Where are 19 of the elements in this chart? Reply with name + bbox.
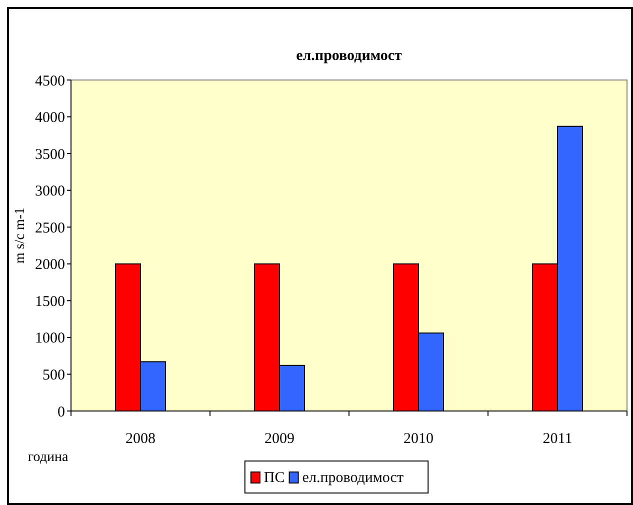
x-tick-label: 2010: [404, 431, 434, 447]
y-tick-label: 3000: [35, 184, 65, 200]
legend-label: ПС: [264, 470, 285, 486]
y-axis-title: m s/c m-1: [13, 208, 28, 264]
legend-label: ел.проводимост: [302, 470, 404, 486]
y-tick-label: 4000: [35, 110, 65, 126]
chart-title: ел.проводимост: [296, 48, 403, 64]
y-tick-label: 0: [58, 404, 65, 420]
y-tick-label: 3500: [35, 146, 65, 163]
y-tick-label: 1500: [35, 294, 65, 310]
x-tick-label: 2008: [126, 431, 156, 447]
y-tick-label: 500: [42, 367, 65, 384]
x-tick-label: 2011: [542, 431, 572, 447]
y-tick-label: 4500: [35, 73, 65, 90]
x-tick-label: 2009: [264, 431, 294, 447]
y-tick-label: 2500: [35, 220, 65, 236]
y-tick-label: 2000: [35, 257, 65, 274]
y-tick-label: 1000: [35, 330, 65, 347]
x-axis-title: година: [28, 450, 69, 465]
